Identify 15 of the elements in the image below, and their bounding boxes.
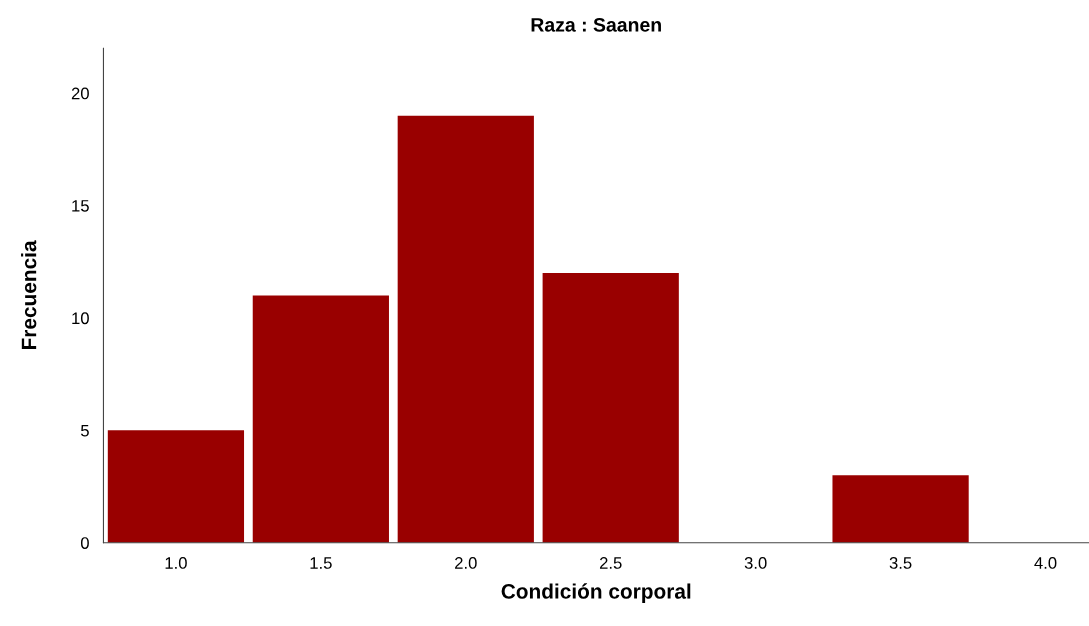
y-tick-label: 15 [72, 200, 89, 212]
y-axis-title: Frecuencia [21, 240, 37, 350]
x-tick-label: 2.5 [599, 557, 622, 569]
x-tick-label: 3.5 [889, 557, 912, 569]
y-tick-label: 10 [72, 312, 89, 325]
x-tick-label: 1.0 [165, 557, 187, 569]
x-tick-label: 3.0 [744, 557, 767, 569]
x-tick-label: 2.0 [455, 557, 477, 569]
y-tick-label: 5 [80, 424, 89, 437]
y-tick-label: 0 [80, 537, 89, 549]
x-axis-title: Condición corporal [501, 583, 691, 603]
y-tick-label: 20 [71, 87, 89, 100]
chart-title: Raza : Saanen [531, 17, 661, 32]
x-tick-label: 4.0 [1034, 557, 1057, 569]
x-tick-label: 1.5 [310, 557, 332, 569]
